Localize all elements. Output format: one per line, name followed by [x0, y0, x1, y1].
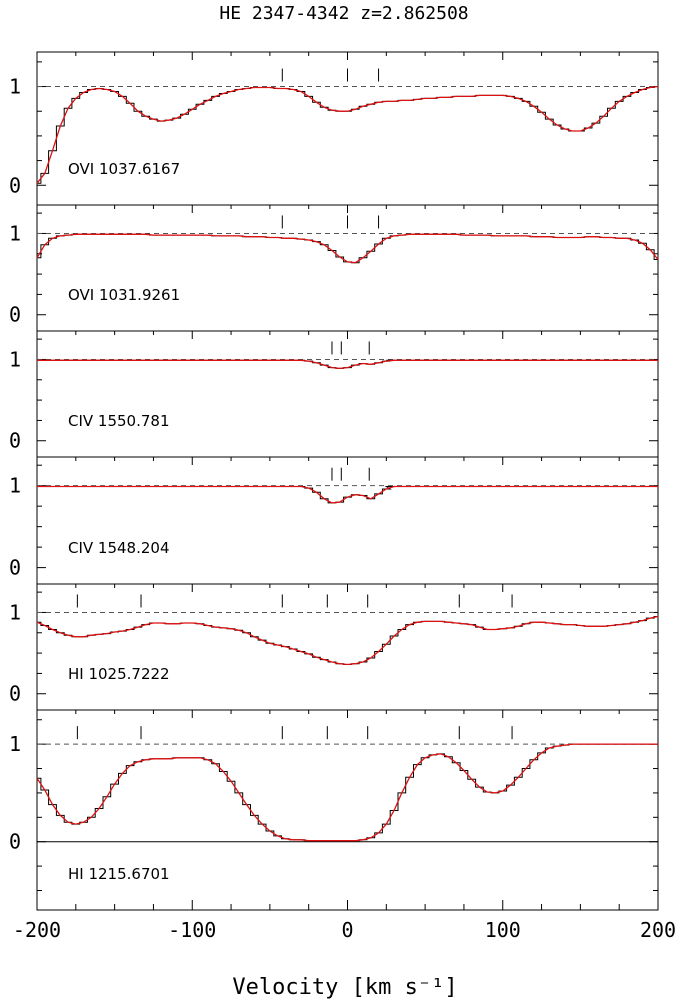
transition-label: OVI 1031.9261 — [68, 286, 180, 304]
transition-label: OVI 1037.6167 — [68, 160, 180, 178]
y-tick-label: 0 — [9, 830, 21, 854]
panel-frame — [36, 583, 659, 711]
observed-flux-line — [37, 616, 658, 665]
y-tick-label: 1 — [9, 347, 21, 371]
y-tick-label: 1 — [9, 75, 21, 99]
model-fit-line — [36, 233, 659, 264]
x-tick-label: -200 — [13, 918, 61, 942]
y-tick-label: 0 — [9, 173, 21, 197]
panel-frame — [36, 330, 659, 458]
model-fit-line — [37, 359, 658, 370]
x-tick-label: 200 — [640, 918, 676, 942]
x-tick-label: 100 — [485, 918, 521, 942]
y-tick-label: 0 — [9, 303, 21, 327]
y-tick-label: 1 — [9, 600, 21, 624]
model-fit-line — [37, 485, 658, 504]
model-fit-line — [36, 85, 659, 184]
panel-4: 0 1 HI 1025.7222 — [9, 583, 659, 711]
panel-1: 0 1 OVI 1031.9261 — [9, 204, 659, 332]
panel-frame — [36, 456, 659, 585]
transition-label: HI 1215.6701 — [68, 865, 170, 883]
panel-5: 0 1 HI 1215.6701 — [9, 709, 659, 911]
x-axis-label: Velocity [km s⁻¹] — [232, 975, 457, 1000]
observed-flux-line — [37, 743, 658, 842]
transition-label: CIV 1548.204 — [68, 539, 170, 557]
x-axis: -200 -100 0 100 200 — [13, 52, 676, 942]
y-tick-label: 1 — [9, 732, 21, 756]
y-tick-label: 0 — [9, 429, 21, 453]
panel-3: 0 1 CIV 1548.204 — [9, 456, 659, 585]
model-fit-line — [36, 743, 658, 842]
x-tick-label: -100 — [168, 918, 216, 942]
transition-label: HI 1025.7222 — [68, 665, 170, 683]
y-tick-label: 0 — [9, 682, 21, 706]
transition-label: CIV 1550.781 — [68, 412, 170, 430]
panel-stack: 0 1 OVI 1037.6167 0 1 OVI 1031.9261 0 1 CIV 1550… — [9, 51, 659, 911]
panel-0: 0 1 OVI 1037.6167 — [9, 51, 659, 206]
y-tick-label: 1 — [9, 221, 21, 245]
y-tick-label: 0 — [9, 556, 21, 580]
observed-flux-line — [37, 486, 658, 504]
model-fit-line — [36, 615, 659, 666]
chart-title: HE 2347-4342 z=2.862508 — [219, 3, 468, 24]
observed-flux-line — [37, 233, 658, 264]
y-tick-label: 1 — [9, 474, 21, 498]
panel-2: 0 1 CIV 1550.781 — [9, 330, 659, 458]
x-tick-label: 0 — [341, 918, 353, 942]
